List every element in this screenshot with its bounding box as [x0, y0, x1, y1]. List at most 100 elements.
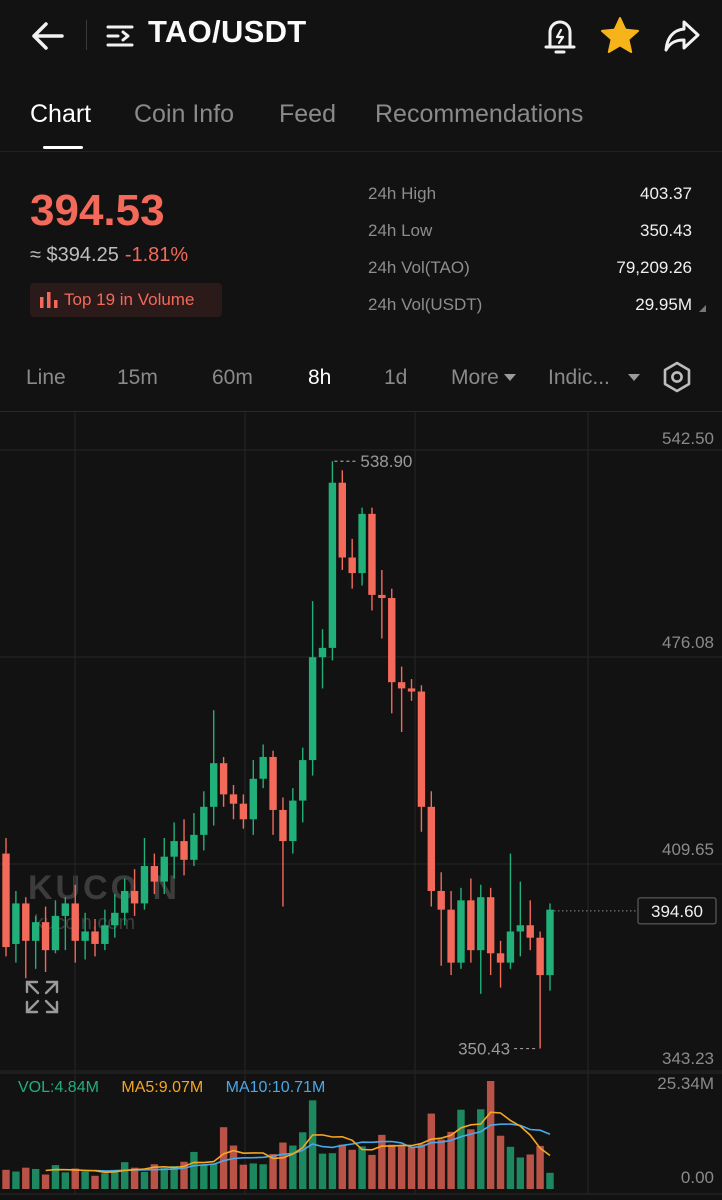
volume-bar	[546, 1172, 554, 1189]
interval-line[interactable]: Line	[26, 366, 66, 389]
volume-bar	[496, 1135, 505, 1189]
volume-bar	[2, 1169, 10, 1189]
volume-bar	[427, 1113, 436, 1189]
candle-body	[160, 856, 168, 882]
caret-down-icon	[627, 374, 640, 381]
volume-bar	[12, 1171, 20, 1189]
candle-body	[289, 800, 297, 842]
volume-bar	[486, 1081, 495, 1189]
price-tick-label: 343.23	[662, 1049, 714, 1068]
volume-bar	[160, 1168, 168, 1189]
volume-bar	[180, 1161, 188, 1189]
pair-title[interactable]: TAO/USDT	[148, 14, 307, 49]
candle-body	[269, 756, 277, 810]
candle-body	[318, 647, 327, 658]
volume-bar	[71, 1168, 79, 1189]
favorite-star-icon[interactable]	[598, 14, 642, 58]
volume-bar	[239, 1164, 248, 1189]
candle-body	[81, 931, 89, 941]
stat-24h-vol-usdt[interactable]: 24h Vol(USDT) 29.95M	[368, 291, 706, 328]
stat-value: 29.95M	[635, 295, 692, 314]
candle-body	[61, 903, 70, 916]
tab-feed[interactable]: Feed	[279, 100, 336, 128]
candle-body	[516, 925, 525, 932]
tab-coin-info[interactable]: Coin Info	[134, 100, 235, 128]
tab-recommendations[interactable]: Recommendations	[375, 100, 584, 128]
candle-body	[210, 763, 218, 807]
volume-bar	[338, 1144, 346, 1189]
corner-triangle-icon	[699, 305, 706, 312]
candle-body	[397, 682, 406, 689]
volume-bar	[299, 1132, 307, 1189]
volume-bar	[397, 1146, 406, 1189]
candle-body	[91, 931, 99, 944]
indicators-label: Indic...	[548, 366, 610, 389]
volume-bar	[526, 1154, 534, 1189]
volume-bar	[536, 1145, 544, 1189]
volume-bar	[407, 1147, 416, 1189]
volume-tick-label: 0.00	[681, 1168, 714, 1187]
candle-body	[457, 900, 465, 963]
tab-bar: Chart Coin Info Feed Recommendations	[0, 88, 722, 152]
candle-body	[111, 912, 119, 926]
candle-body	[219, 763, 228, 795]
active-tab-indicator	[43, 146, 83, 149]
volume-bar	[210, 1163, 218, 1189]
candlestick-chart[interactable]: KUCOIN kucoin.com 542.50 476.08 409.65 343.…	[0, 411, 722, 1200]
ma5-value: MA5:9.07M	[121, 1079, 204, 1096]
volume-rank-badge[interactable]: Top 19 in Volume	[30, 283, 222, 317]
candle-body	[200, 806, 208, 835]
candle-body	[477, 897, 485, 951]
vol-value: VOL:4.84M	[18, 1079, 99, 1096]
usd-price: ≈ $394.25 -1.81%	[30, 244, 188, 267]
back-arrow-icon[interactable]	[28, 18, 68, 54]
volume-bar	[249, 1163, 257, 1189]
stat-label: 24h Low	[368, 221, 433, 240]
tab-chart[interactable]: Chart	[30, 100, 92, 128]
candle-body	[22, 903, 30, 941]
last-price-tag-label: 394.60	[651, 902, 703, 921]
candle-body	[190, 834, 198, 860]
interval-60m[interactable]: 60m	[212, 366, 253, 389]
candle-body	[378, 594, 386, 599]
price-change: -1.81%	[124, 244, 189, 266]
volume-bar	[229, 1145, 238, 1189]
candle-body	[2, 853, 10, 948]
high-marker-label: 538.90	[360, 452, 412, 471]
candle-body	[546, 909, 554, 976]
candle-body	[447, 909, 455, 963]
candle-body	[338, 482, 346, 558]
caret-down-icon	[503, 374, 516, 381]
stat-24h-low: 24h Low 350.43	[368, 217, 692, 254]
interval-more[interactable]: More	[451, 366, 516, 390]
volume-bar	[378, 1134, 386, 1189]
ma5-line	[45, 1111, 551, 1174]
interval-15m[interactable]: 15m	[117, 366, 158, 389]
volume-bar	[289, 1145, 297, 1189]
last-price-tag	[637, 897, 717, 925]
stat-value: 79,209.26	[616, 258, 692, 277]
candle-body	[120, 890, 129, 913]
stat-24h-high: 24h High 403.37	[368, 180, 692, 217]
price-tick-label: 542.50	[662, 429, 714, 448]
interval-8h[interactable]: 8h	[308, 366, 332, 389]
indicators-dropdown[interactable]: Indic...	[548, 366, 640, 390]
menu-lines-icon[interactable]	[104, 20, 136, 52]
volume-bar	[279, 1142, 287, 1189]
price-tick-label: 476.08	[662, 633, 714, 652]
volume-bar	[219, 1127, 228, 1189]
volume-bar	[190, 1151, 198, 1189]
candle-body	[170, 841, 178, 857]
share-icon[interactable]	[660, 14, 704, 58]
volume-bar	[437, 1139, 445, 1189]
candle-body	[51, 915, 60, 951]
volume-bar	[31, 1168, 40, 1189]
interval-1d[interactable]: 1d	[384, 366, 408, 389]
chart-canvas: 542.50 476.08 409.65 343.23 538.90 350.43 394.…	[0, 411, 722, 1195]
volume-rank-text: Top 19 in Volume	[64, 290, 195, 309]
volume-bar	[516, 1157, 525, 1189]
hexagon-settings-icon[interactable]	[660, 360, 694, 394]
candle-body	[101, 925, 109, 944]
price-alert-icon[interactable]	[540, 14, 580, 56]
expand-icon[interactable]	[24, 979, 60, 1015]
